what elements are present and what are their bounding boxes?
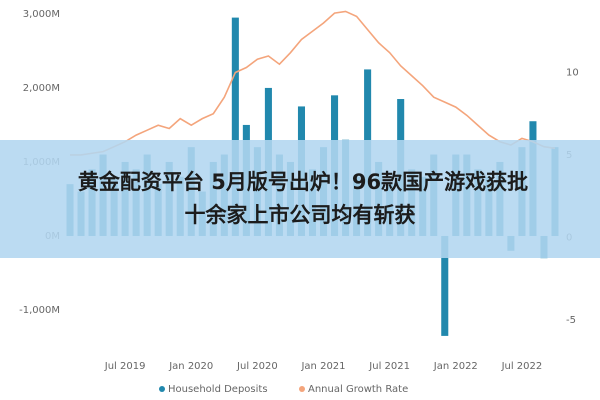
x-tick-label: Jan 2022 bbox=[433, 361, 478, 372]
line bbox=[70, 10, 556, 156]
bar bbox=[231, 17, 239, 236]
y2-tick-label: -5 bbox=[566, 315, 576, 326]
x-tick-label: Jul 2021 bbox=[368, 361, 410, 372]
y2-tick-label: 10 bbox=[566, 67, 579, 78]
bar bbox=[441, 235, 449, 336]
y-tick-label: -1,000M bbox=[19, 305, 60, 316]
legend-label: Household Deposits bbox=[168, 384, 268, 395]
x-tick-label: Jul 2022 bbox=[501, 361, 543, 372]
headline: 黄金配资平台 5月版号出炉！96款国产游戏获批 bbox=[78, 170, 528, 194]
y-tick-label: 3,000M bbox=[23, 9, 60, 20]
legend-marker bbox=[159, 386, 165, 392]
x-tick-label: Jan 2021 bbox=[300, 361, 345, 372]
y-tick-label: 2,000M bbox=[23, 83, 60, 94]
x-tick-label: Jul 2020 bbox=[236, 361, 278, 372]
legend-marker bbox=[299, 386, 305, 392]
x-tick-label: Jan 2020 bbox=[168, 361, 213, 372]
x-tick-label: Jul 2019 bbox=[104, 361, 146, 372]
headline: 十余家上市公司均有斩获 bbox=[185, 203, 416, 227]
legend-label: Annual Growth Rate bbox=[308, 384, 408, 395]
banner bbox=[0, 140, 600, 258]
